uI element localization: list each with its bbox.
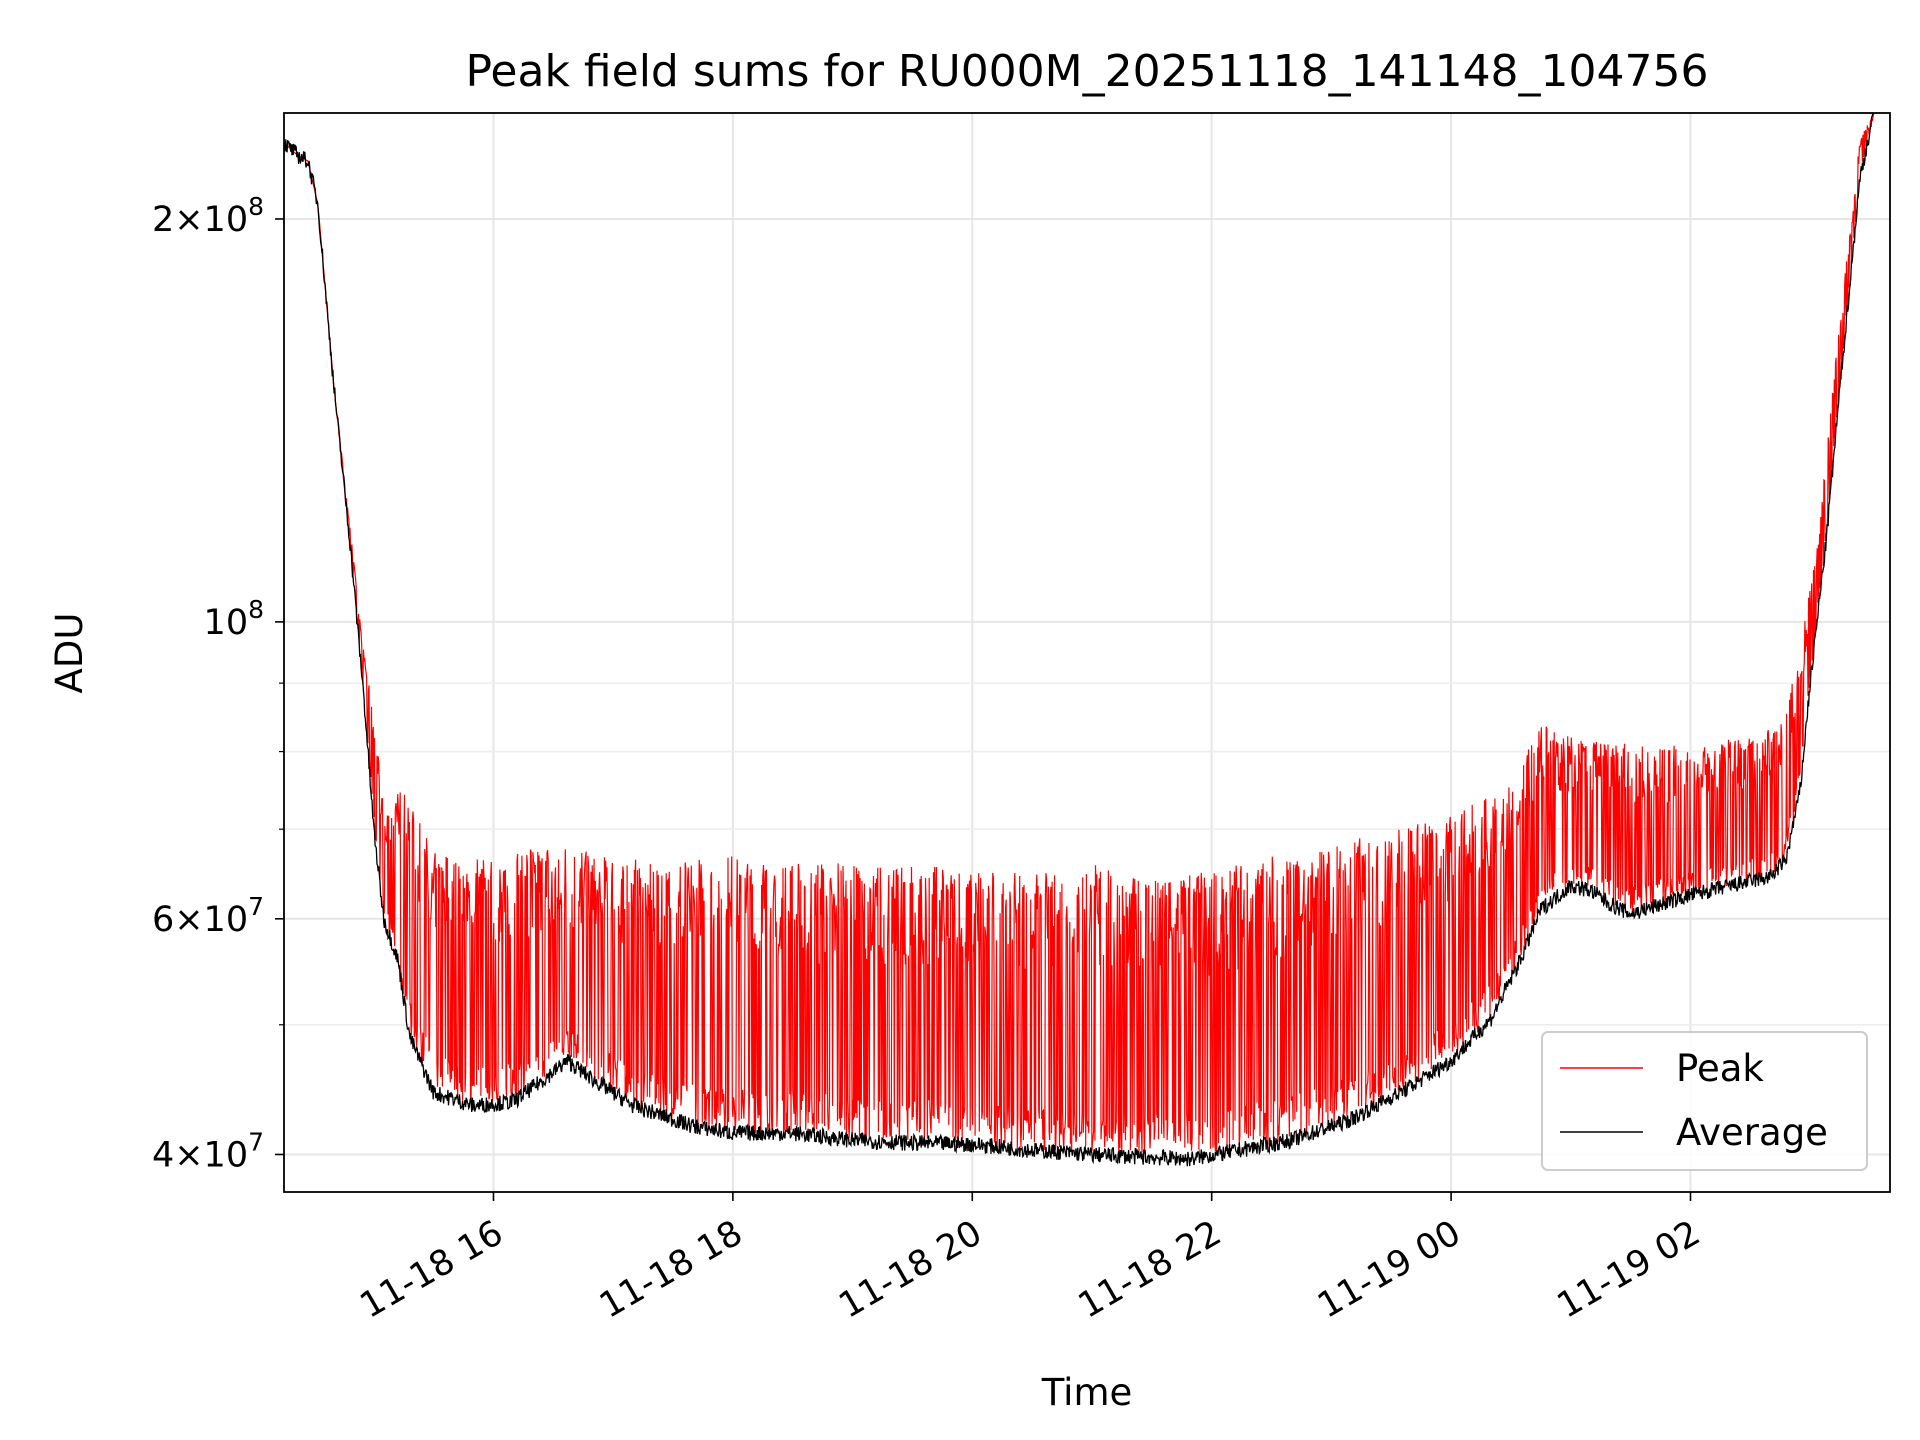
chart-title: Peak field sums for RU000M_20251118_1411… <box>465 46 1708 97</box>
y-tick-exponent: 7 <box>248 892 264 921</box>
y-tick-exponent: 8 <box>248 595 264 624</box>
y-tick-base: 6×10 <box>152 900 248 940</box>
y-tick-base: 2×10 <box>152 200 248 240</box>
axes-frame <box>283 112 1891 1193</box>
legend-label-average: Average <box>1676 1111 1828 1154</box>
y-tick-base: 10 <box>204 603 249 643</box>
y-tick-label: 108 <box>204 595 264 643</box>
y-axis-label: ADU <box>48 613 91 694</box>
series-line-average <box>284 113 1875 1167</box>
x-axis-label: Time <box>1041 1371 1133 1414</box>
legend: Peak Average <box>1541 1031 1868 1171</box>
y-tick-label: 4×107 <box>152 1127 264 1175</box>
legend-box <box>1541 1031 1868 1171</box>
legend-label-peak: Peak <box>1676 1047 1764 1090</box>
y-tick-label: 6×107 <box>152 892 264 940</box>
y-tick-base: 4×10 <box>152 1135 248 1175</box>
y-tick-label: 2×108 <box>152 192 264 240</box>
plot-area <box>284 113 1875 1167</box>
series-line-peak <box>284 113 1875 1157</box>
y-tick-exponent: 7 <box>248 1127 264 1156</box>
y-tick-exponent: 8 <box>248 192 264 221</box>
